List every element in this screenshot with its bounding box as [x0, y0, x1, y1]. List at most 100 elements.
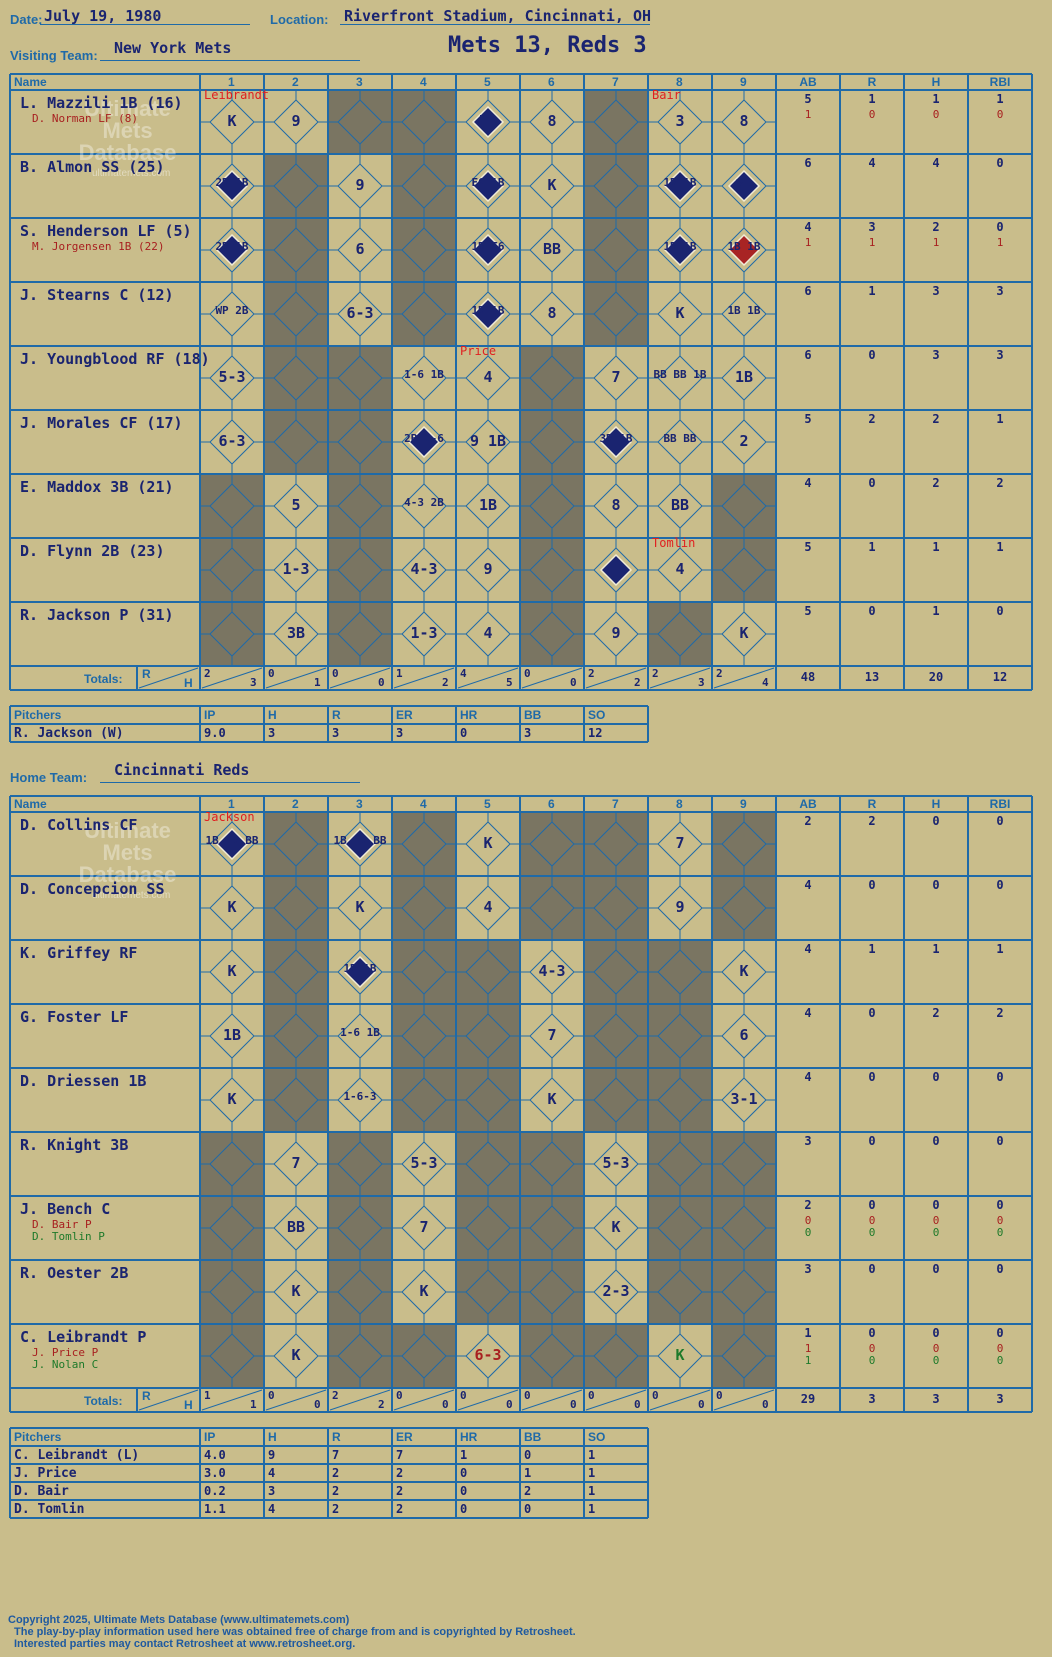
play-result: K [355, 898, 365, 916]
play-result: 2B 1B [215, 176, 249, 189]
pitching-stat: 9 [268, 1448, 276, 1462]
stat-h: 3 [932, 348, 940, 362]
inning-hits: 5 [506, 676, 513, 689]
stat-rbi: 0 [996, 878, 1004, 892]
home-team-name: Cincinnati Reds [114, 761, 250, 779]
pitching-stat: 0 [524, 1502, 532, 1516]
stat-h: 0 [932, 814, 940, 828]
sub-stat-ab: 1 [804, 236, 812, 249]
play-result: 6-3 [474, 1346, 502, 1364]
play-result: 1B [478, 496, 498, 514]
stat-total: 3 [932, 1392, 940, 1406]
stat-h: 0 [932, 878, 940, 892]
date-underline [40, 8, 250, 25]
pitching-stat: 3 [268, 1484, 276, 1498]
play-result: 4 [483, 368, 493, 386]
pitching-stat: 0 [460, 1466, 468, 1480]
substitute-name: D. Tomlin P [32, 1230, 105, 1243]
sub-stat-h: 1 [932, 236, 940, 249]
player-name: R. Jackson P (31) [20, 606, 174, 624]
visiting-underline [100, 42, 360, 61]
pitching-header: H [268, 708, 277, 722]
play-result: 1B [222, 1026, 242, 1044]
watermark-logo-bottom: Database [78, 140, 177, 165]
play-result: 1B 1B [727, 304, 761, 317]
play-result: 7 [675, 834, 685, 852]
pitching-stat: 1 [588, 1448, 596, 1462]
player-name: D. Flynn 2B (23) [20, 542, 165, 560]
stat-r: 0 [868, 1070, 876, 1084]
pitching-stat: 2 [332, 1502, 340, 1516]
play-result: 1B [734, 368, 754, 386]
sub-stat-ab: 1 [804, 108, 812, 121]
pitching-header: SO [588, 708, 606, 722]
stat-rbi: 0 [996, 604, 1004, 618]
pitching-stat: 4 [268, 1502, 276, 1516]
sub-stat-r: 0 [868, 1226, 876, 1239]
pitching-stat: 3 [396, 726, 404, 740]
score-title: Mets 13, Reds 3 [448, 33, 647, 58]
inning-runs: 4 [460, 667, 467, 680]
pitching-header: R [332, 708, 341, 722]
home-underline [100, 764, 360, 783]
pitcher-change-note: Tomlin [652, 536, 696, 550]
pitching-header: ER [396, 708, 413, 722]
stat-rbi: 1 [996, 92, 1004, 106]
stat-ab: 4 [804, 878, 812, 892]
player-name: J. Youngblood RF (18) [20, 350, 210, 368]
play-result: 8 [739, 112, 749, 130]
stat-h: 2 [932, 412, 940, 426]
substitute-name: D. Bair P [32, 1218, 92, 1231]
name-column-header: Name [14, 75, 47, 89]
pitcher-change-note: Jackson [204, 810, 255, 824]
stat-rbi: 0 [996, 156, 1004, 170]
pitcher-change-note: Bair [652, 88, 681, 102]
inning-header-6: 6 [548, 75, 555, 89]
play-result: 1B E6 [471, 240, 505, 253]
play-result: 7 [547, 1026, 557, 1044]
stat-r: 0 [868, 604, 876, 618]
date-value: July 19, 1980 [44, 7, 162, 25]
player-name: D. Driessen 1B [20, 1072, 147, 1090]
stat-ab: 2 [804, 814, 812, 828]
inning-header-8: 8 [676, 75, 683, 89]
play-result: K [227, 898, 237, 916]
play-result: 5-3 [218, 368, 246, 386]
sub-stat-rbi: 0 [996, 1354, 1004, 1367]
player-name: B. Almon SS (25) [20, 158, 165, 176]
sub-stat-ab: 0 [804, 1214, 812, 1227]
stat-ab: 4 [804, 220, 812, 234]
inning-header-1: 1 [228, 797, 235, 811]
play-result: 5 [291, 496, 301, 514]
stat-r: 0 [868, 1006, 876, 1020]
stat-r: 0 [868, 1262, 876, 1276]
hits-label: H [184, 1398, 193, 1412]
pitching-header: HR [460, 1430, 478, 1444]
stat-header-ab: AB [799, 75, 817, 89]
stat-h: 1 [932, 92, 940, 106]
visiting-team-name: New York Mets [114, 39, 232, 57]
stat-r: 1 [868, 284, 876, 298]
pitching-stat: 4 [268, 1466, 276, 1480]
play-result: 1B 1B BB [205, 834, 259, 847]
stat-ab: 1 [804, 1326, 812, 1340]
play-result: 4 [483, 624, 493, 642]
pitching-stat: 0.2 [204, 1484, 226, 1498]
pitching-header: ER [396, 1430, 413, 1444]
play-result: 1-3 [410, 624, 438, 642]
stat-ab: 4 [804, 942, 812, 956]
play-result: 9 1B [469, 432, 507, 450]
date-label: Date: [10, 12, 43, 27]
inning-header-2: 2 [292, 797, 299, 811]
play-result: 1-6 1B [404, 368, 444, 381]
play-result: K [739, 962, 749, 980]
copyright-line: Copyright 2025, Ultimate Mets Database (… [8, 1614, 350, 1626]
stat-rbi: 3 [996, 348, 1004, 362]
location-underline [340, 8, 650, 25]
play-result: 4-3 2B [404, 496, 444, 509]
sub-stat-h: 0 [932, 1354, 940, 1367]
inning-hits: 1 [250, 1398, 257, 1411]
inning-runs: 0 [268, 1389, 275, 1402]
stat-h: 0 [932, 1070, 940, 1084]
